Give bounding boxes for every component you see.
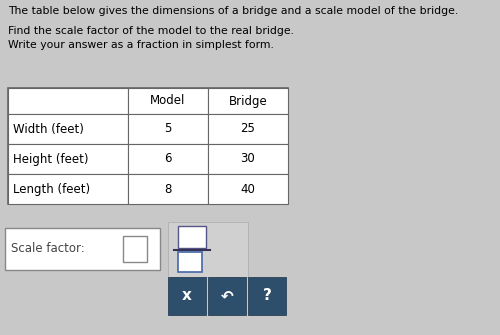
FancyBboxPatch shape	[8, 88, 288, 204]
Text: Scale factor:: Scale factor:	[11, 243, 85, 256]
Text: ↶: ↶	[220, 288, 234, 304]
FancyBboxPatch shape	[208, 277, 246, 315]
FancyBboxPatch shape	[178, 252, 202, 272]
FancyBboxPatch shape	[178, 226, 206, 248]
FancyBboxPatch shape	[128, 88, 208, 114]
FancyBboxPatch shape	[208, 114, 288, 144]
FancyBboxPatch shape	[248, 277, 286, 315]
FancyBboxPatch shape	[208, 88, 288, 114]
FancyBboxPatch shape	[128, 144, 208, 174]
Text: 5: 5	[164, 123, 172, 135]
Text: 6: 6	[164, 152, 172, 165]
FancyBboxPatch shape	[8, 174, 128, 204]
FancyBboxPatch shape	[168, 222, 248, 277]
FancyBboxPatch shape	[208, 174, 288, 204]
Text: 25: 25	[240, 123, 256, 135]
Text: x: x	[182, 288, 192, 304]
FancyBboxPatch shape	[128, 114, 208, 144]
Text: 40: 40	[240, 183, 256, 196]
Text: Write your answer as a fraction in simplest form.: Write your answer as a fraction in simpl…	[8, 40, 274, 50]
Text: Height (feet): Height (feet)	[13, 152, 88, 165]
Text: Bridge: Bridge	[228, 94, 268, 108]
FancyBboxPatch shape	[5, 228, 160, 270]
FancyBboxPatch shape	[208, 144, 288, 174]
Text: 8: 8	[164, 183, 172, 196]
Text: ?: ?	[262, 288, 272, 304]
Text: Length (feet): Length (feet)	[13, 183, 90, 196]
FancyBboxPatch shape	[168, 277, 206, 315]
Text: Model: Model	[150, 94, 186, 108]
Text: 30: 30	[240, 152, 256, 165]
Text: The table below gives the dimensions of a bridge and a scale model of the bridge: The table below gives the dimensions of …	[8, 6, 458, 16]
FancyBboxPatch shape	[123, 236, 147, 262]
FancyBboxPatch shape	[128, 174, 208, 204]
FancyBboxPatch shape	[8, 88, 128, 114]
FancyBboxPatch shape	[8, 114, 128, 144]
Text: Width (feet): Width (feet)	[13, 123, 84, 135]
FancyBboxPatch shape	[8, 144, 128, 174]
Text: Find the scale factor of the model to the real bridge.: Find the scale factor of the model to th…	[8, 26, 294, 36]
